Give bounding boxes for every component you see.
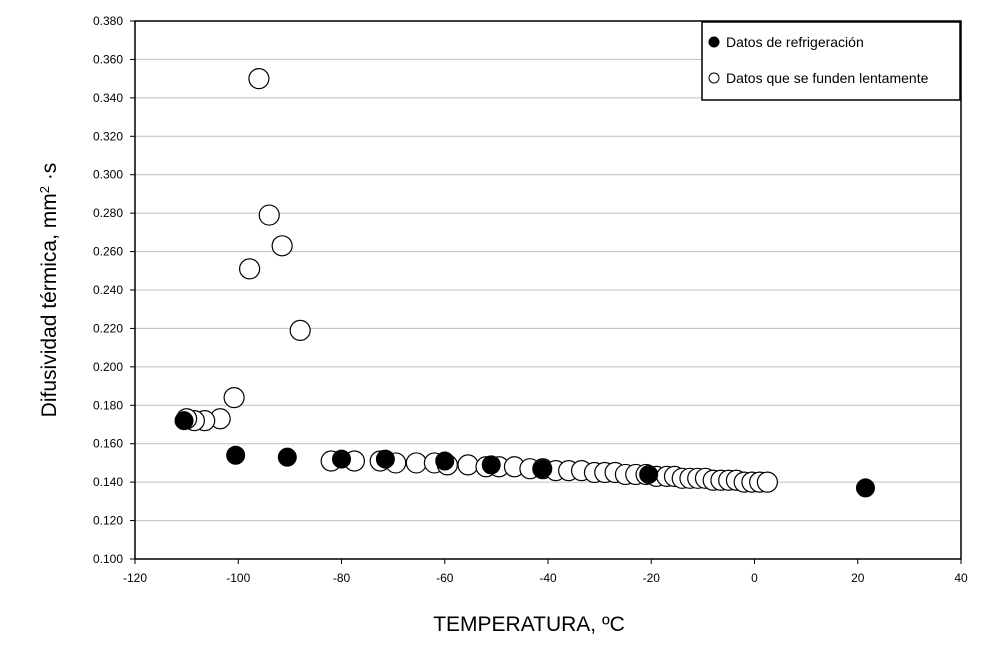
data-point-cooling <box>639 464 659 484</box>
data-point-slow-melt <box>271 235 293 257</box>
legend-marker-cooling <box>708 36 720 48</box>
y-tick-label: 0.100 <box>93 552 123 566</box>
x-axis-ticks: -120 -100 -80 -60 -40 -20 0 20 40 <box>123 559 968 585</box>
data-point-cooling <box>277 447 297 467</box>
data-point-cooling <box>435 451 455 471</box>
legend: Datos de refrigeración Datos que se fund… <box>701 21 961 101</box>
y-tick-label: 0.280 <box>93 206 123 220</box>
data-point-slow-melt <box>457 454 479 476</box>
x-tick-label: -100 <box>226 571 250 585</box>
y-axis-title-sup: 2 <box>37 186 52 193</box>
data-point-cooling <box>226 445 246 465</box>
y-tick-label: 0.360 <box>93 52 123 66</box>
x-tick-label: -120 <box>123 571 147 585</box>
data-point-slow-melt <box>239 258 261 280</box>
data-point-slow-melt <box>756 471 779 493</box>
y-tick-label: 0.260 <box>93 245 123 259</box>
data-point-cooling <box>481 455 501 475</box>
y-tick-label: 0.180 <box>93 398 123 412</box>
legend-box <box>701 21 961 101</box>
y-tick-label: 0.160 <box>93 437 123 451</box>
x-axis-title: TEMPERATURA, ºC <box>433 613 625 636</box>
y-tick-label: 0.340 <box>93 91 123 105</box>
data-point-cooling <box>375 449 395 469</box>
y-tick-label: 0.380 <box>93 14 123 28</box>
data-point-slow-melt <box>289 319 311 341</box>
data-point-cooling <box>855 478 875 498</box>
legend-label-cooling: Datos de refrigeración <box>726 34 864 50</box>
legend-marker-slow-melt <box>708 72 720 84</box>
y-tick-label: 0.240 <box>93 283 123 297</box>
series-cooling <box>174 411 875 498</box>
data-point-cooling <box>332 449 351 469</box>
x-tick-label: -80 <box>333 571 351 585</box>
data-point-slow-melt <box>405 452 427 474</box>
x-tick-label: -40 <box>539 571 557 585</box>
data-point-slow-melt <box>248 68 270 90</box>
y-axis-title: Difusividad térmica, mm2 ·s <box>37 163 62 418</box>
y-tick-label: 0.120 <box>93 514 123 528</box>
y-tick-label: 0.220 <box>93 321 123 335</box>
data-point-slow-melt <box>223 387 245 409</box>
x-tick-label: -60 <box>436 571 454 585</box>
y-axis-ticks: 0.100 0.120 0.140 0.160 0.180 0.200 0.220 0.240… <box>93 14 135 566</box>
y-tick-label: 0.200 <box>93 360 123 374</box>
y-tick-label: 0.320 <box>93 129 123 143</box>
x-tick-label: -20 <box>643 571 661 585</box>
x-tick-label: 0 <box>751 571 758 585</box>
y-axis-title-main: Difusividad térmica, mm <box>38 193 61 417</box>
x-tick-label: 20 <box>851 571 865 585</box>
x-tick-label: 40 <box>954 571 968 585</box>
data-point-slow-melt <box>258 204 280 226</box>
gridlines <box>135 58 961 522</box>
y-tick-label: 0.300 <box>93 168 123 182</box>
y-axis-title-tail: ·s <box>38 163 61 186</box>
data-point-cooling <box>174 411 194 431</box>
data-point-cooling <box>533 459 553 479</box>
legend-label-slow-melt: Datos que se funden lentamente <box>726 70 929 86</box>
y-tick-label: 0.140 <box>93 475 123 489</box>
series-slow-melt <box>176 68 779 493</box>
